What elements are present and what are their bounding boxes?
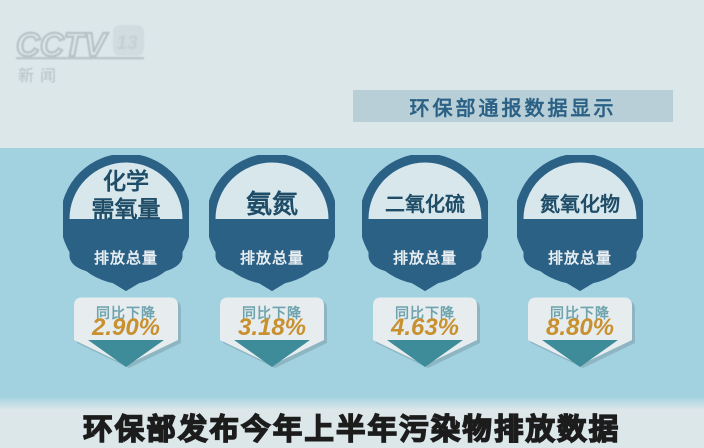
svg-text:新闻: 新闻 [18,67,62,85]
svg-text:13: 13 [117,33,139,54]
